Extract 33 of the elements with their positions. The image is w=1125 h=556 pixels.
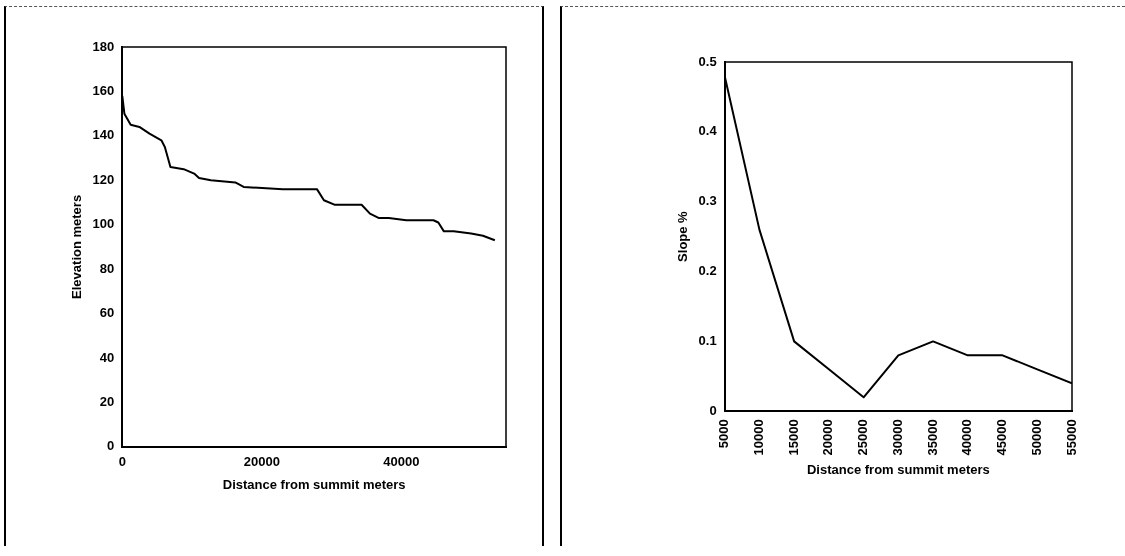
y-tick-label: 80 [99,260,115,276]
y-tick-label: 0 [709,402,717,418]
y-tick-label: 180 [92,38,115,54]
y-tick-label: 100 [92,216,115,232]
x-tick-label: 0 [118,454,126,470]
y-tick-label: 160 [92,83,115,98]
x-tick-label: 10000 [750,419,766,456]
y-tick-label: 140 [92,127,115,143]
x-tick-label: 30000 [889,419,905,456]
x-tick-label: 50000 [1028,419,1044,456]
y-tick-label: 0.4 [698,123,718,139]
y-tick-label: 0.1 [698,332,717,348]
x-tick-label: 40000 [959,419,975,456]
y-axis-title: Elevation meters [69,194,85,299]
y-tick-label: 0.3 [698,193,717,209]
x-tick-label: 45000 [994,419,1010,456]
y-tick-label: 120 [92,171,115,187]
y-tick-label: 0.2 [698,263,717,279]
x-tick-label: 25000 [855,419,871,456]
x-axis-title: Distance from summit meters [806,461,990,477]
x-tick-label: 5000 [716,419,732,449]
x-tick-label: 55000 [1063,419,1079,456]
y-tick-label: 40 [99,349,115,365]
y-tick-label: 60 [99,305,115,321]
y-axis-title: Slope % [675,210,691,262]
y-tick-label: 20 [99,393,115,409]
x-tick-label: 15000 [785,419,801,456]
x-tick-label: 35000 [924,419,940,456]
x-tick-label: 20000 [820,419,836,456]
y-tick-label: 0.5 [698,53,717,69]
x-tick-label: 20000 [243,454,280,470]
x-tick-label: 40000 [383,454,420,470]
x-axis-title: Distance from summit meters [222,476,406,492]
